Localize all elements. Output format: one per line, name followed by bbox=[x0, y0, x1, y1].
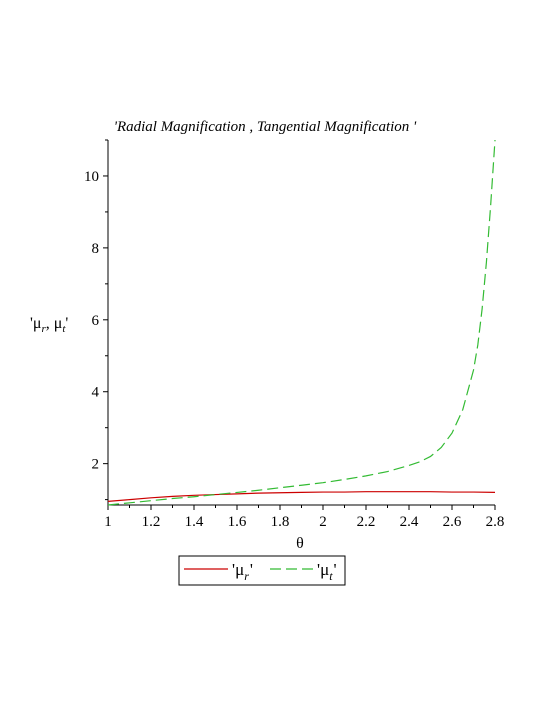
x-axis-label: θ bbox=[296, 535, 304, 552]
y-tick-label: 4 bbox=[92, 385, 100, 401]
legend-entry-mu-r: 'μr' bbox=[232, 560, 253, 583]
y-tick-label: 2 bbox=[92, 457, 100, 473]
x-tick-label: 1.2 bbox=[142, 514, 161, 530]
x-tick-label: 1 bbox=[104, 514, 112, 530]
x-tick-label: 1.8 bbox=[271, 514, 290, 530]
y-label-sub-t: t bbox=[62, 323, 66, 335]
y-label-prefix: 'μ bbox=[30, 315, 41, 332]
legend: 'μr' 'μt' bbox=[178, 555, 346, 586]
y-label-middle: , μ bbox=[46, 315, 63, 332]
y-label-sub-r: r bbox=[41, 323, 46, 335]
legend-mu-r-end: ' bbox=[250, 560, 253, 579]
y-axis-ticks: 2 4 6 8 10 bbox=[84, 139, 108, 501]
legend-mu-r-sub: r bbox=[244, 569, 249, 583]
y-label-suffix: ' bbox=[65, 315, 68, 332]
legend-entry-mu-t: 'μt' bbox=[317, 560, 337, 583]
legend-box bbox=[178, 555, 346, 586]
x-tick-label: 2 bbox=[319, 514, 327, 530]
series-line-mu-r bbox=[107, 491, 496, 502]
x-tick-label: 1.6 bbox=[228, 514, 247, 530]
axes: 1 1.2 1.4 1.6 1.8 2 2.2 2.4 2.6 2.8 2 4 6 8 10 bbox=[84, 139, 504, 530]
series-line-mu-t bbox=[107, 139, 496, 506]
legend-mu-t-sub: t bbox=[329, 569, 333, 583]
y-tick-label: 6 bbox=[92, 313, 100, 329]
legend-mu-t-main: 'μ bbox=[317, 560, 329, 579]
y-axis-label: 'μr, μt' bbox=[30, 315, 68, 335]
y-tick-label: 8 bbox=[92, 241, 100, 257]
legend-mu-r-main: 'μ bbox=[232, 560, 244, 579]
legend-mu-t-end: ' bbox=[334, 560, 337, 579]
plot-lines bbox=[107, 139, 496, 506]
x-tick-label: 2.6 bbox=[443, 514, 462, 530]
y-tick-label: 10 bbox=[84, 169, 99, 185]
x-tick-label: 1.4 bbox=[185, 514, 204, 530]
x-tick-label: 2.2 bbox=[357, 514, 376, 530]
chart-title: 'Radial Magnification , Tangential Magni… bbox=[114, 119, 417, 135]
x-axis-ticks: 1 1.2 1.4 1.6 1.8 2 2.2 2.4 2.6 2.8 bbox=[104, 505, 504, 530]
x-tick-label: 2.8 bbox=[486, 514, 505, 530]
x-tick-label: 2.4 bbox=[400, 514, 419, 530]
